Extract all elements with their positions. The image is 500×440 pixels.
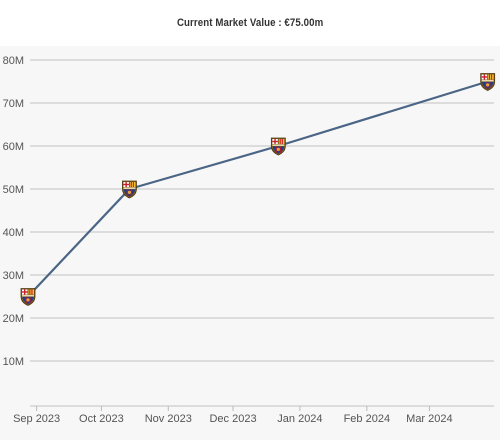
series	[27, 80, 489, 298]
fc-barcelona-crest-icon[interactable]	[20, 288, 36, 306]
x-tick-label: Feb 2024	[344, 413, 390, 425]
y-tick-label: 20M	[3, 313, 24, 325]
axes: 10M 20M 30M 40M 50M 60M 70M 80M Sep 2023 Oct 2023…	[3, 55, 453, 425]
y-tick-label: 70M	[3, 98, 24, 110]
x-tick-label: Nov 2023	[145, 413, 192, 425]
x-tick-label: Jan 2024	[277, 413, 322, 425]
x-tick-label: Oct 2023	[79, 413, 124, 425]
plot-area	[0, 46, 500, 410]
y-tick-label: 40M	[3, 227, 24, 239]
chart-title-bar: Current Market Value : €75.00m	[0, 0, 500, 46]
fc-barcelona-crest-icon[interactable]	[270, 137, 286, 156]
x-tick-label: Sep 2023	[13, 413, 60, 425]
chart-title: Current Market Value : €75.00m	[176, 17, 324, 29]
y-tick-label: 10M	[3, 356, 24, 368]
y-tick-label: 60M	[3, 141, 24, 153]
x-tick-label: Mar 2024	[406, 413, 452, 425]
fc-barcelona-crest-icon[interactable]	[122, 180, 137, 199]
series-line	[27, 80, 489, 298]
grid-lines	[30, 59, 494, 407]
x-axis-band	[0, 406, 500, 440]
x-tick-label: Dec 2023	[209, 413, 256, 425]
fc-barcelona-crest-icon[interactable]	[480, 73, 496, 91]
y-tick-label: 50M	[3, 184, 24, 196]
markers	[20, 73, 496, 306]
y-tick-label: 80M	[3, 55, 24, 67]
y-tick-label: 30M	[3, 270, 24, 282]
